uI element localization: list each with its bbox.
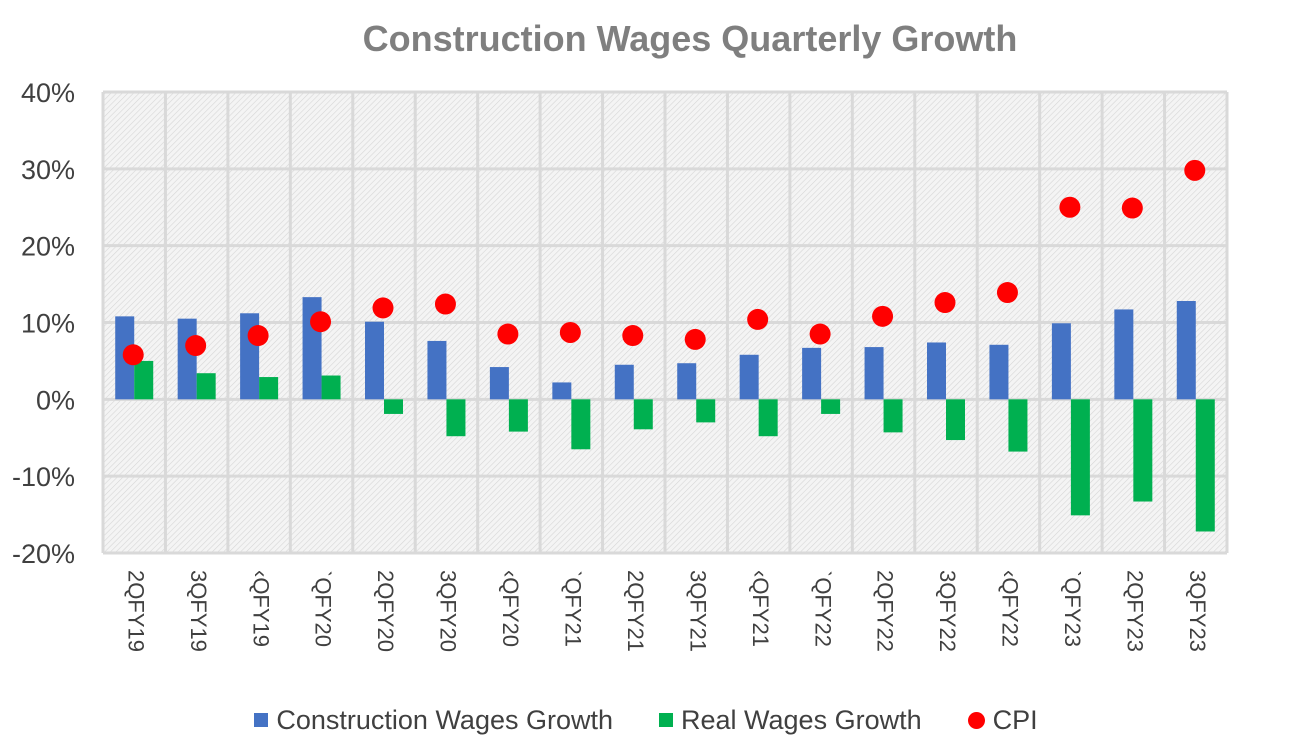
y-tick-label: 40% <box>21 78 75 108</box>
x-tick-label: ‹QFY20 <box>498 570 523 647</box>
cpi-point <box>934 292 956 314</box>
x-tick-label: ˋQFY23 <box>1060 570 1085 647</box>
bar-real-wages <box>1070 399 1090 516</box>
bars-layer <box>115 297 1215 532</box>
bar-real-wages <box>508 399 528 432</box>
bar-construction-wages <box>552 382 572 400</box>
cpi-point <box>872 305 894 327</box>
bar-real-wages <box>384 399 403 414</box>
y-tick-label: 20% <box>21 232 75 262</box>
bar-construction-wages <box>927 342 946 400</box>
x-tick-label: 3QFY22 <box>935 570 960 652</box>
y-axis-ticks: 40% 30% 20% 10% 0% -10% -20% <box>12 78 75 569</box>
bar-real-wages <box>1008 399 1028 452</box>
legend-item-real-wages: Real Wages Growth <box>659 705 922 736</box>
x-tick-label: 3QFY23 <box>1185 570 1210 652</box>
legend-item-cpi: CPI <box>967 704 1038 736</box>
bar-real-wages <box>883 399 903 433</box>
bar-real-wages <box>259 377 279 400</box>
x-tick-label: ‹QFY19 <box>248 570 273 647</box>
legend-swatch-construction-wages <box>254 713 269 727</box>
bar-real-wages <box>321 375 341 400</box>
legend: Construction Wages Growth Real Wages Gro… <box>0 700 1292 740</box>
bar-construction-wages <box>489 367 509 400</box>
y-tick-label: -20% <box>12 539 75 569</box>
x-axis-ticks: 2QFY19 3QFY19 ‹QFY19 ˋQFY20 2QFY20 3QFY20 ‹QFY… <box>123 570 1210 652</box>
bar-construction-wages <box>864 347 884 400</box>
cpi-point <box>809 323 831 345</box>
y-tick-label: 30% <box>21 155 75 185</box>
x-tick-label: 2QFY22 <box>873 570 898 652</box>
x-tick-label: ˋQFY20 <box>311 570 336 647</box>
bar-real-wages <box>758 399 778 437</box>
cpi-point <box>434 293 456 315</box>
cpi-point <box>497 323 519 345</box>
bar-real-wages <box>196 373 216 400</box>
legend-label-cpi: CPI <box>992 704 1038 735</box>
bar-construction-wages <box>1051 323 1071 400</box>
bar-construction-wages <box>739 354 759 400</box>
cpi-point <box>1059 196 1081 218</box>
x-tick-label: 3QFY19 <box>186 570 211 652</box>
bar-construction-wages <box>365 321 384 400</box>
cpi-points-layer <box>122 159 1206 366</box>
bar-real-wages <box>571 399 591 450</box>
bar-construction-wages <box>1114 309 1134 400</box>
legend-label-construction-wages: Construction Wages Growth <box>276 704 614 735</box>
cpi-point <box>559 321 581 343</box>
x-tick-label: ‹QFY22 <box>998 570 1023 647</box>
cpi-point <box>1121 197 1143 219</box>
x-tick-label: 3QFY21 <box>685 570 710 652</box>
bar-construction-wages <box>802 347 822 400</box>
chart-svg: 40% 30% 20% 10% 0% -10% -20% 2QFY19 3QFY19 ‹QFY1… <box>12 78 1229 652</box>
bar-real-wages <box>134 360 154 400</box>
legend-swatch-cpi <box>967 711 985 729</box>
cpi-point <box>247 325 269 347</box>
bar-real-wages <box>696 399 716 423</box>
bar-construction-wages <box>1176 300 1196 400</box>
cpi-point <box>684 328 706 350</box>
x-tick-label: 2QFY21 <box>623 570 648 652</box>
cpi-point <box>372 297 394 319</box>
cpi-point <box>622 325 644 347</box>
chart-title: Construction Wages Quarterly Growth <box>362 18 1018 59</box>
bar-construction-wages <box>427 340 447 400</box>
cpi-point <box>996 282 1018 304</box>
bar-real-wages <box>821 399 841 414</box>
bar-real-wages <box>1133 399 1153 502</box>
legend-item-construction-wages: Construction Wages Growth <box>254 705 613 736</box>
x-tick-label: 2QFY19 <box>123 570 148 652</box>
bar-construction-wages <box>614 364 634 400</box>
bar-real-wages <box>633 399 653 430</box>
legend-swatch-real-wages <box>659 713 674 727</box>
bar-real-wages <box>946 399 965 441</box>
cpi-point <box>122 344 144 366</box>
x-tick-label: ‹QFY21 <box>748 570 773 647</box>
cpi-point <box>747 308 769 330</box>
bar-real-wages <box>1195 399 1215 532</box>
y-tick-label: -10% <box>12 462 75 492</box>
cpi-point <box>1184 159 1206 181</box>
x-tick-label: 2QFY23 <box>1123 570 1148 652</box>
x-tick-label: 3QFY20 <box>436 570 461 652</box>
bar-construction-wages <box>677 363 697 400</box>
grid-layer <box>101 90 1229 555</box>
bar-construction-wages <box>989 344 1009 400</box>
y-tick-label: 10% <box>21 309 75 339</box>
cpi-point <box>310 311 332 333</box>
x-tick-label: 2QFY20 <box>373 570 398 652</box>
bar-construction-wages <box>177 318 197 400</box>
cpi-point <box>185 335 207 357</box>
y-tick-label: 0% <box>36 385 75 415</box>
bar-real-wages <box>446 399 466 437</box>
legend-label-real-wages: Real Wages Growth <box>681 704 922 735</box>
x-tick-label: ˋQFY22 <box>810 570 835 647</box>
x-tick-label: ˋQFY21 <box>561 570 586 647</box>
